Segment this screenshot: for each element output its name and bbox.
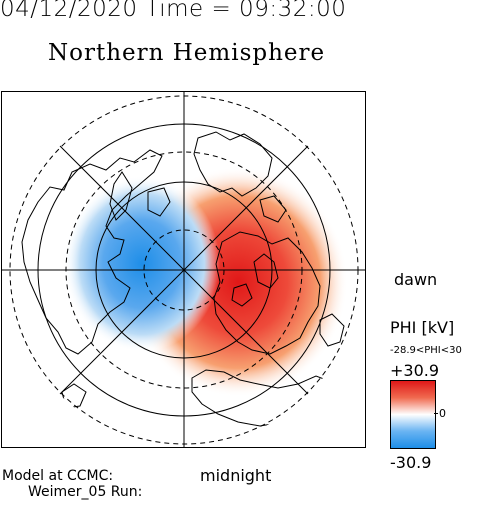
colorbar-gradient [390, 380, 436, 449]
colorbar-mid-tick [434, 413, 438, 414]
polar-map-svg [2, 92, 365, 447]
colorbar-title: PHI [kV] [390, 318, 455, 337]
dawn-label: dawn [394, 270, 438, 289]
colorbar-range: -28.9<PHI<30 [390, 345, 462, 356]
datetime-header: 04/12/2020 Time = 09:32:00 [0, 0, 347, 22]
polar-map[interactable] [1, 91, 366, 448]
meridian-lines [2, 92, 365, 447]
midnight-label: midnight [200, 466, 272, 485]
colorbar-min-label: -30.9 [390, 453, 432, 472]
colorbar-max-label: +30.9 [390, 361, 440, 380]
model-label: Model at CCMC: [2, 468, 114, 484]
page-title: Northern Hemisphere [48, 40, 326, 66]
run-label: Weimer_05 Run: [28, 484, 143, 500]
coastlines [21, 131, 345, 427]
colorbar-mid-label: 0 [439, 407, 446, 420]
negative-potential-cell [64, 176, 220, 352]
